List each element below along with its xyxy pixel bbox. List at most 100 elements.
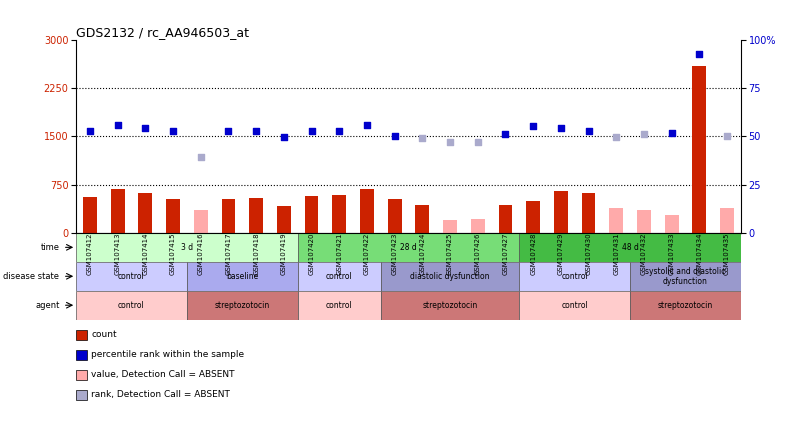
Text: GSM107425: GSM107425 <box>447 233 453 275</box>
Text: control: control <box>118 301 145 310</box>
Text: time: time <box>41 243 59 252</box>
Text: streptozotocin: streptozotocin <box>658 301 713 310</box>
Bar <box>166 199 180 233</box>
Bar <box>471 219 485 233</box>
Text: control: control <box>562 301 588 310</box>
Bar <box>692 66 706 233</box>
Bar <box>380 291 519 320</box>
Text: GSM107421: GSM107421 <box>336 233 342 275</box>
Text: GSM107432: GSM107432 <box>641 233 647 275</box>
Text: GSM107431: GSM107431 <box>614 233 619 275</box>
Bar <box>76 291 187 320</box>
Text: count: count <box>91 330 117 339</box>
Bar <box>637 210 651 233</box>
Text: systolic and diastolic
dysfunction: systolic and diastolic dysfunction <box>646 266 726 286</box>
Bar <box>665 215 678 233</box>
Bar <box>249 198 263 233</box>
Point <box>638 131 650 138</box>
Text: GSM107424: GSM107424 <box>420 233 425 275</box>
Bar <box>332 195 346 233</box>
Point <box>471 139 484 146</box>
Bar <box>298 262 380 291</box>
Point <box>499 130 512 137</box>
Text: GSM107430: GSM107430 <box>586 233 592 275</box>
Point <box>582 127 595 134</box>
Text: control: control <box>562 272 588 281</box>
Point <box>527 123 540 130</box>
Text: GSM107422: GSM107422 <box>364 233 370 275</box>
Text: GSM107420: GSM107420 <box>308 233 315 275</box>
Text: 3 d: 3 d <box>181 243 193 252</box>
Point <box>305 128 318 135</box>
Text: GSM107433: GSM107433 <box>669 233 674 275</box>
Point <box>195 154 207 161</box>
Text: GSM107417: GSM107417 <box>225 233 231 275</box>
Bar <box>519 291 630 320</box>
Bar <box>519 233 741 262</box>
Bar <box>76 262 187 291</box>
Text: GSM107428: GSM107428 <box>530 233 536 275</box>
Text: 28 d: 28 d <box>400 243 417 252</box>
Point <box>554 124 567 131</box>
Bar <box>187 262 298 291</box>
Text: GSM107413: GSM107413 <box>115 233 121 275</box>
Text: diastolic dysfunction: diastolic dysfunction <box>410 272 490 281</box>
Point <box>388 132 401 139</box>
Text: GSM107434: GSM107434 <box>696 233 702 275</box>
Text: disease state: disease state <box>3 272 59 281</box>
Text: GSM107418: GSM107418 <box>253 233 260 275</box>
Text: GDS2132 / rc_AA946503_at: GDS2132 / rc_AA946503_at <box>76 26 249 39</box>
Point <box>721 132 734 139</box>
Text: percentile rank within the sample: percentile rank within the sample <box>91 350 244 359</box>
Bar <box>222 199 235 233</box>
Bar <box>610 208 623 233</box>
Text: value, Detection Call = ABSENT: value, Detection Call = ABSENT <box>91 370 235 379</box>
Text: GSM107423: GSM107423 <box>392 233 397 275</box>
Point <box>610 134 622 141</box>
Bar <box>582 193 595 233</box>
Text: 48 d: 48 d <box>622 243 638 252</box>
Bar <box>139 193 152 233</box>
Point <box>666 129 678 136</box>
Point <box>139 124 151 131</box>
Text: GSM107414: GSM107414 <box>143 233 148 275</box>
Bar <box>519 262 630 291</box>
Text: streptozotocin: streptozotocin <box>422 301 477 310</box>
Bar <box>298 291 380 320</box>
Bar <box>720 208 734 233</box>
Point <box>250 128 263 135</box>
Bar <box>388 199 401 233</box>
Text: GSM107412: GSM107412 <box>87 233 93 275</box>
Bar <box>298 233 519 262</box>
Point <box>83 127 96 134</box>
Text: streptozotocin: streptozotocin <box>215 301 270 310</box>
Text: GSM107426: GSM107426 <box>475 233 481 275</box>
Bar <box>304 196 319 233</box>
Text: agent: agent <box>35 301 59 310</box>
Bar <box>630 291 741 320</box>
Text: GSM107415: GSM107415 <box>170 233 176 275</box>
Bar <box>83 197 97 233</box>
Bar <box>554 191 568 233</box>
Point <box>111 121 124 128</box>
Text: GSM107416: GSM107416 <box>198 233 203 275</box>
Point <box>222 128 235 135</box>
Bar <box>416 205 429 233</box>
Point <box>444 139 457 146</box>
Bar <box>443 220 457 233</box>
Bar <box>187 291 298 320</box>
Point <box>333 128 346 135</box>
Text: GSM107435: GSM107435 <box>724 233 730 275</box>
Text: rank, Detection Call = ABSENT: rank, Detection Call = ABSENT <box>91 390 230 399</box>
Text: GSM107429: GSM107429 <box>557 233 564 275</box>
Bar <box>277 206 291 233</box>
Text: control: control <box>326 301 352 310</box>
Point <box>360 121 373 128</box>
Point <box>167 128 179 135</box>
Bar <box>76 233 298 262</box>
Point <box>416 135 429 142</box>
Text: GSM107427: GSM107427 <box>502 233 509 275</box>
Bar <box>630 262 741 291</box>
Text: control: control <box>118 272 145 281</box>
Bar <box>111 189 125 233</box>
